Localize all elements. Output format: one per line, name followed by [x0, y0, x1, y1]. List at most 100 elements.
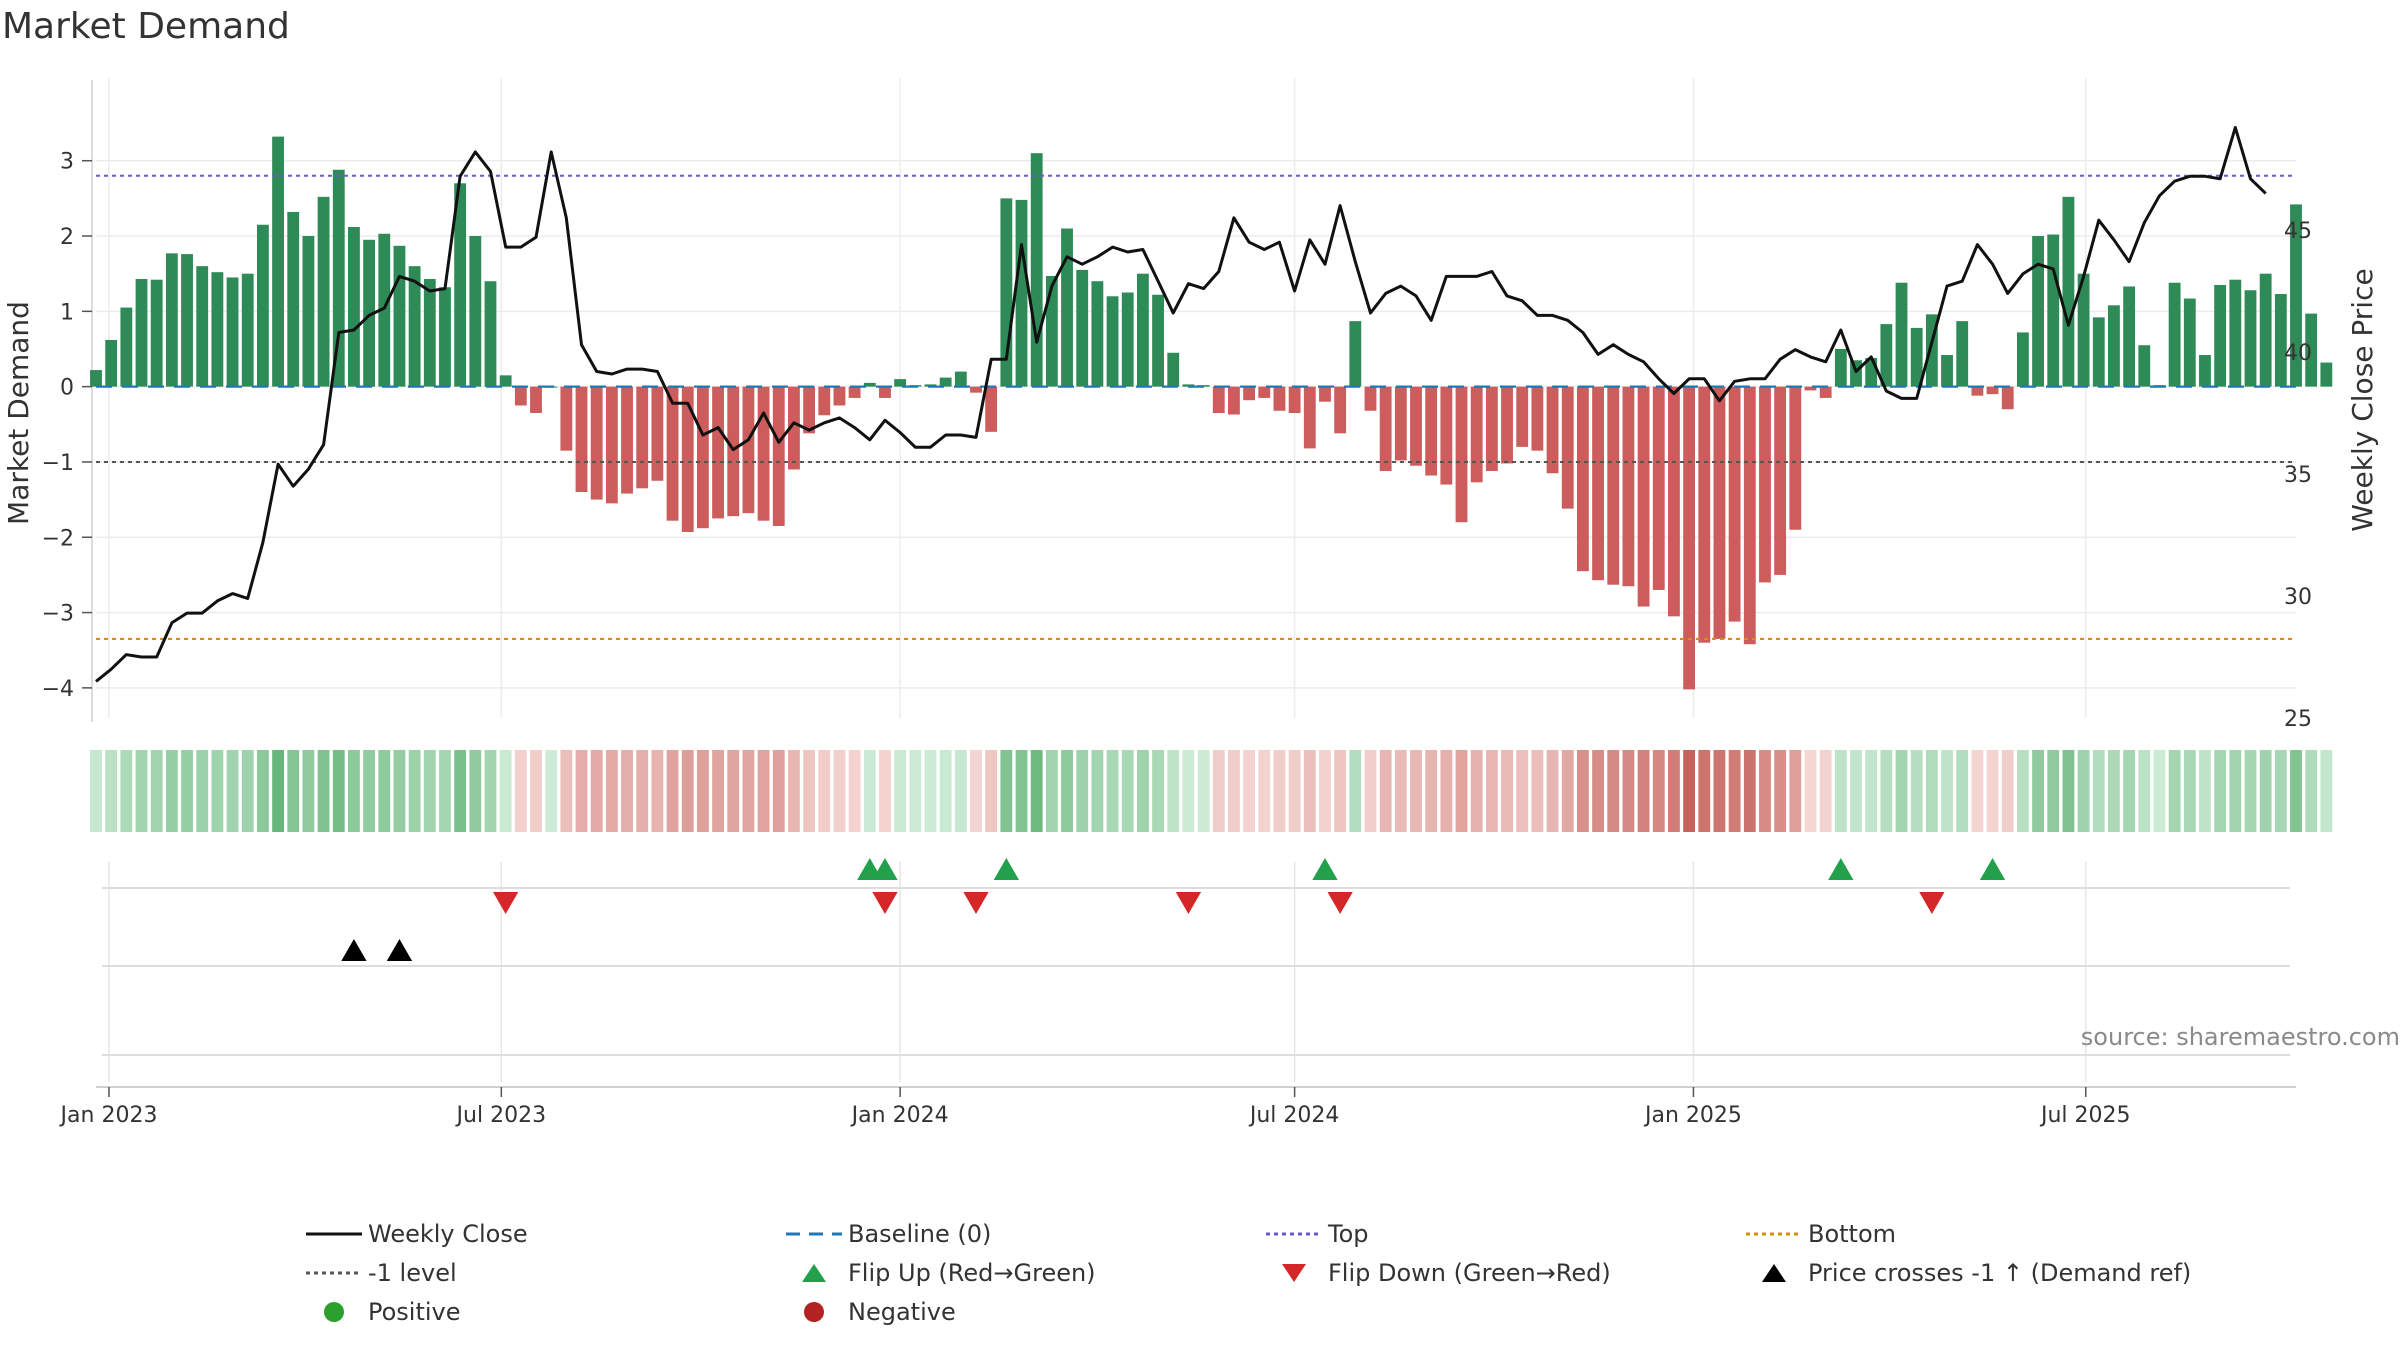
- demand-bar-positive: [2138, 345, 2151, 387]
- demand-bar-negative: [636, 386, 649, 489]
- demand-bar-negative: [818, 386, 831, 416]
- heat-cell-positive: [256, 750, 269, 832]
- heat-cell-negative: [1713, 750, 1726, 832]
- source-label: source: sharemaestro.com: [2080, 1023, 2400, 1051]
- demand-bar-positive: [1895, 282, 1908, 387]
- heat-cell-negative: [848, 750, 861, 832]
- demand-bar-negative: [575, 386, 588, 493]
- heat-cell-negative: [1668, 750, 1680, 832]
- page-title: Market Demand: [2, 6, 290, 47]
- demand-bar-positive: [2244, 290, 2257, 387]
- demand-bar-negative: [1485, 386, 1498, 471]
- y-tick-label: 1: [60, 300, 74, 325]
- demand-bar-negative: [788, 386, 800, 470]
- demand-bar-positive: [302, 236, 315, 387]
- heat-cell-positive: [1030, 750, 1043, 832]
- demand-bar-negative: [1243, 386, 1256, 401]
- heat-cell-negative: [666, 750, 679, 832]
- demand-bar-positive: [226, 277, 239, 387]
- heat-cell-positive: [1045, 750, 1058, 832]
- demand-bar-negative: [833, 386, 846, 406]
- heat-cell-negative: [1470, 750, 1483, 832]
- demand-bar-positive: [1091, 281, 1104, 387]
- heat-cell-negative: [1485, 750, 1498, 832]
- demand-bar-negative: [1637, 386, 1650, 607]
- demand-bar-positive: [2047, 234, 2060, 387]
- y2-tick-label: 40: [2284, 341, 2312, 366]
- heat-cell-negative: [575, 750, 588, 832]
- demand-bar-positive: [2259, 273, 2272, 387]
- demand-bar-positive: [1136, 273, 1149, 387]
- demand-bar-negative: [727, 386, 740, 517]
- demand-bar-negative: [1652, 386, 1665, 590]
- flip-down-marker: [1919, 892, 1945, 914]
- x-tick-label: Jan 2023: [59, 1103, 158, 1128]
- heat-cell-positive: [454, 750, 467, 832]
- demand-bar-negative: [514, 386, 527, 406]
- demand-bar-positive: [954, 371, 967, 387]
- heat-cell-negative: [1592, 750, 1604, 832]
- demand-bar-negative: [1364, 386, 1377, 411]
- flip-down-marker: [493, 892, 519, 914]
- demand-bar-positive: [1182, 384, 1195, 387]
- legend-triangle-up-icon: [780, 1257, 848, 1288]
- heat-cell-positive: [2214, 750, 2227, 832]
- heat-cell-positive: [2108, 750, 2120, 832]
- demand-bar-negative: [1531, 386, 1544, 451]
- demand-bar-positive: [1956, 321, 1969, 387]
- heat-cell-negative: [1759, 750, 1771, 832]
- demand-bar-negative: [1440, 386, 1453, 485]
- demand-bar-positive: [2214, 284, 2227, 387]
- heat-cell-positive: [1895, 750, 1908, 832]
- demand-bar-negative: [1273, 386, 1286, 411]
- demand-bar-negative: [1576, 386, 1589, 572]
- demand-bar-negative: [1455, 386, 1468, 523]
- demand-bar-negative: [621, 386, 633, 494]
- demand-bar-positive: [1349, 321, 1362, 387]
- demand-bar-positive: [1941, 355, 1953, 387]
- heat-cell-negative: [833, 750, 846, 832]
- heat-cell-positive: [545, 750, 558, 832]
- heat-cell-positive: [1091, 750, 1104, 832]
- heat-cell-positive: [1865, 750, 1878, 832]
- demand-bar-positive: [332, 169, 345, 387]
- demand-bar-positive: [90, 370, 102, 387]
- legend-solid-line-icon: [300, 1218, 368, 1249]
- heat-cell-negative: [1501, 750, 1513, 832]
- demand-bar-negative: [1986, 386, 1999, 395]
- heat-cell-positive: [302, 750, 315, 832]
- legend-item-positive: Positive: [300, 1296, 780, 1327]
- x-tick-label: Jan 2024: [850, 1103, 949, 1128]
- heat-cell-positive: [348, 750, 360, 832]
- heat-cell-negative: [757, 750, 770, 832]
- heat-cell-negative: [970, 750, 982, 832]
- heat-cell-positive: [363, 750, 376, 832]
- heat-cell-positive: [1834, 750, 1847, 832]
- legend-item-price-cross: Price crosses -1 ↑ (Demand ref): [1740, 1257, 2260, 1288]
- legend-item-top: Top: [1260, 1218, 1740, 1249]
- y-axis-label: Market Demand: [2, 301, 35, 525]
- heat-cell-negative: [1546, 750, 1559, 832]
- demand-bar-negative: [1774, 386, 1787, 575]
- legend-item-baseline: Baseline (0): [780, 1218, 1260, 1249]
- demand-bar-positive: [165, 253, 178, 387]
- demand-bar-negative: [530, 386, 542, 413]
- demand-bar-negative: [2001, 386, 2014, 410]
- demand-bar-negative: [1394, 386, 1407, 461]
- heat-cell-positive: [2244, 750, 2257, 832]
- heat-cell-negative: [2001, 750, 2014, 832]
- demand-bar-positive: [499, 375, 512, 387]
- demand-bar-positive: [2077, 273, 2090, 387]
- demand-bar-positive: [135, 278, 148, 387]
- demand-bar-positive: [439, 287, 451, 387]
- demand-bar-negative: [1303, 386, 1316, 449]
- heat-cell-positive: [1121, 750, 1134, 832]
- heat-cell-positive: [2199, 750, 2211, 832]
- heat-cell-negative: [1789, 750, 1802, 832]
- heat-cell-negative: [772, 750, 785, 832]
- demand-bar-positive: [1000, 198, 1013, 387]
- heat-cell-negative: [696, 750, 709, 832]
- price-cross-marker: [386, 939, 413, 961]
- demand-bar-positive: [1106, 296, 1119, 387]
